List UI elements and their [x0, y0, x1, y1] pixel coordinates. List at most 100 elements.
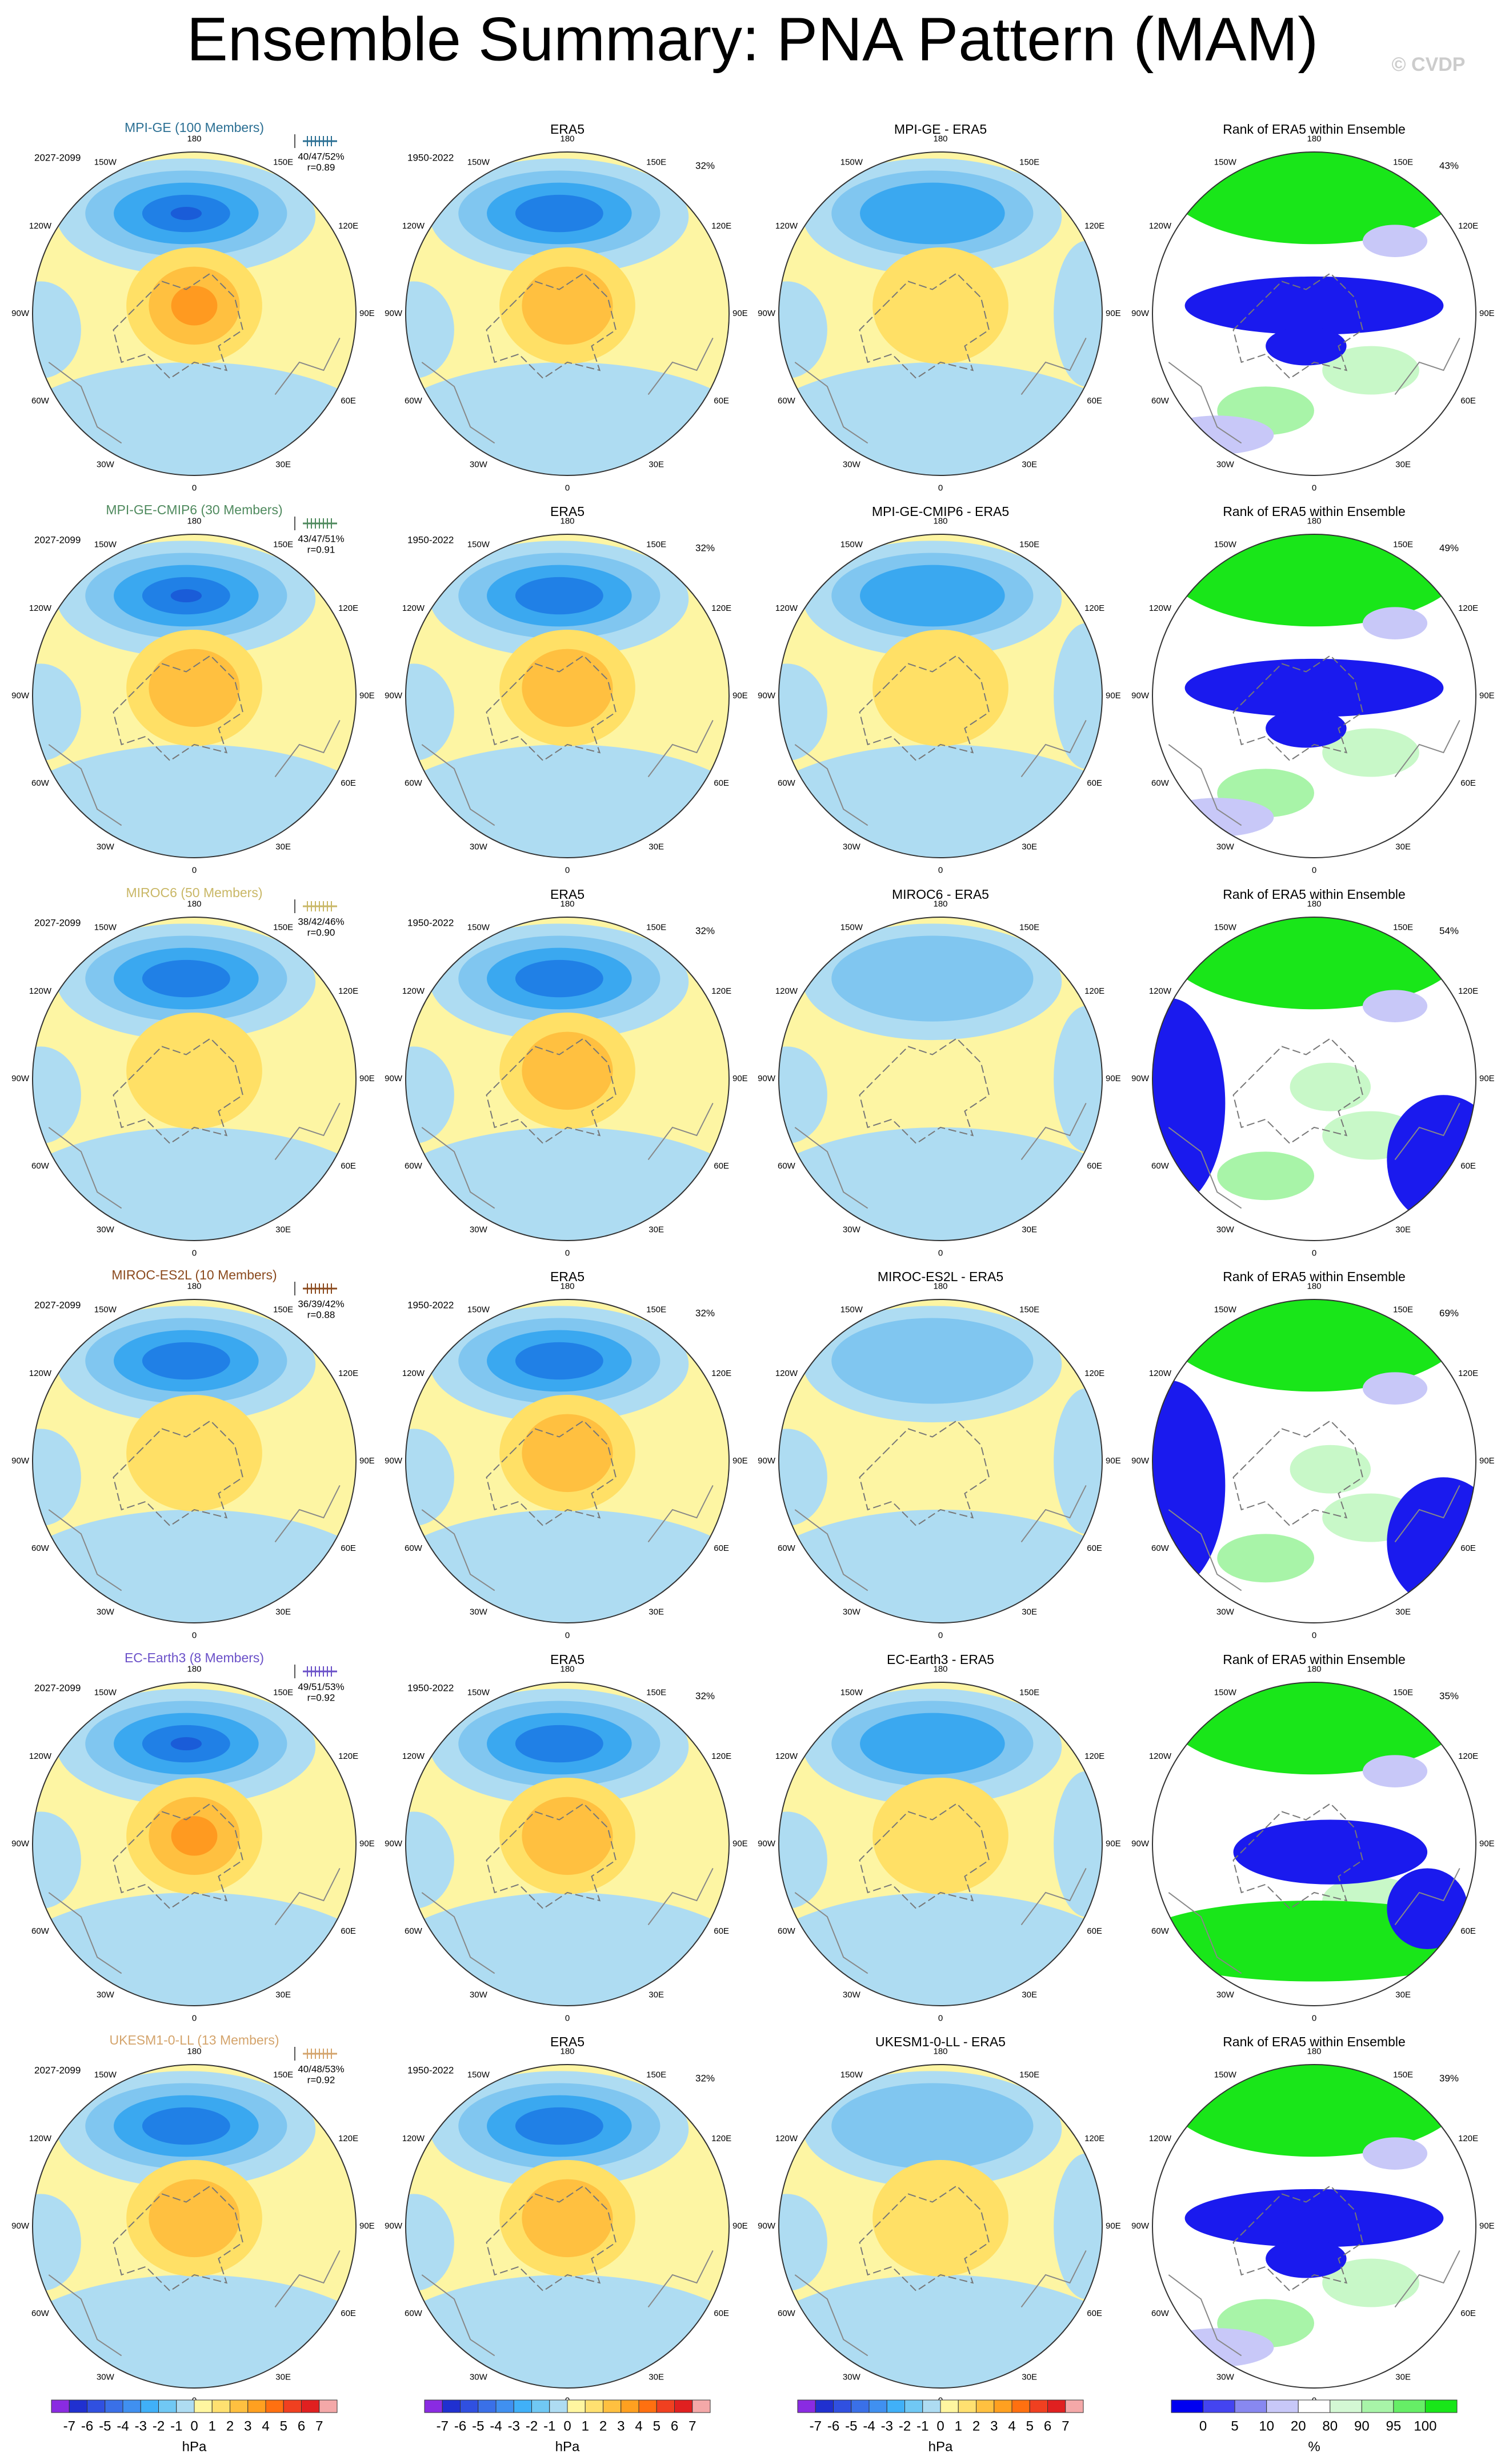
colorbar-tick-label: 7: [689, 2418, 696, 2434]
colorbar-swatch: [815, 2399, 834, 2413]
longitude-label: 90E: [733, 1074, 748, 1083]
colorbar-tick-label: 10: [1259, 2418, 1274, 2434]
coastline: [794, 744, 868, 826]
coastline: [1232, 1419, 1364, 1527]
coastline: [1232, 2185, 1364, 2292]
longitude-label: 30E: [649, 1990, 664, 2000]
percent-label: 32%: [695, 2073, 715, 2083]
contour-region: [33, 281, 81, 379]
coastline: [859, 1037, 990, 1145]
coastline: [113, 2185, 244, 2292]
contour-region: [33, 663, 81, 761]
longitude-label: 150W: [840, 922, 863, 932]
period-label: 2027-2099: [34, 152, 81, 163]
longitude-label: 180: [933, 134, 947, 143]
colorbar-swatch: [603, 2399, 622, 2413]
longitude-label: 0: [1312, 483, 1316, 493]
colorbar-swatch: [976, 2399, 995, 2413]
contour-region: [170, 206, 202, 221]
panel-title: ERA5: [550, 1652, 585, 1667]
longitude-label: 90E: [1106, 1074, 1121, 1083]
colorbar-swatch: [1011, 2399, 1030, 2413]
contour-region: [1322, 346, 1419, 395]
model-title: MIROC-ES2L (10 Members): [111, 1267, 277, 1282]
contour-region: [171, 286, 218, 326]
colorbar-tick-label: 2: [226, 2418, 234, 2434]
coastline: [1394, 720, 1460, 778]
colorbar-tick-label: 3: [244, 2418, 251, 2434]
contour-region: [126, 1012, 262, 1129]
contour-region: [406, 663, 454, 761]
colorbar-tick-label: 0: [1199, 2418, 1207, 2434]
longitude-label: 90E: [1479, 691, 1495, 701]
colorbar-swatch: [283, 2399, 302, 2413]
colorbar-swatch: [230, 2399, 249, 2413]
percent-label: 35%: [1439, 1690, 1459, 1701]
map-panel: [406, 2065, 729, 2388]
colorbar-tick-label: -4: [863, 2418, 875, 2434]
stats-label: 40/48/53%: [298, 2063, 344, 2074]
longitude-label: 0: [192, 1631, 197, 1641]
longitude-label: 30W: [97, 1225, 115, 1235]
correlation-label: r=0.89: [307, 162, 335, 173]
longitude-label: 60W: [778, 396, 796, 406]
map-outline: [1152, 917, 1476, 1241]
colorbar-swatch: [69, 2399, 87, 2413]
contour-region: [1184, 2189, 1444, 2247]
coastline: [1020, 1868, 1087, 1926]
coastline: [1232, 272, 1364, 379]
contour-region: [779, 1509, 1102, 1623]
longitude-label: 60W: [778, 1543, 796, 1553]
percent-label: 32%: [695, 160, 715, 171]
longitude-label: 150E: [1393, 539, 1413, 549]
contour-region: [831, 1318, 1034, 1404]
colorbar-swatch: [301, 2399, 320, 2413]
longitude-label: 90E: [359, 1839, 375, 1849]
longitude-label: 90E: [733, 1839, 748, 1849]
longitude-label: 0: [938, 2014, 943, 2023]
colorbar-tick-label: -2: [526, 2418, 538, 2434]
coastline: [48, 362, 122, 444]
longitude-label: 30W: [843, 1225, 861, 1235]
contour-region: [406, 1509, 729, 1623]
longitude-label: 90E: [1479, 1456, 1495, 1466]
longitude-label: 60W: [778, 1926, 796, 1936]
contour-region: [515, 959, 603, 998]
longitude-label: 90W: [11, 1074, 30, 1083]
colorbar-tick-label: -6: [81, 2418, 93, 2434]
longitude-label: 90W: [1131, 691, 1150, 701]
contour-region: [406, 2274, 729, 2388]
longitude-label: 120W: [775, 986, 798, 996]
contour-region: [406, 1127, 729, 1241]
contour-region: [779, 2194, 827, 2291]
longitude-label: 60E: [714, 2309, 729, 2318]
colorbar-swatch: [1047, 2399, 1066, 2413]
longitude-label: 150E: [273, 1305, 293, 1314]
longitude-label: 120W: [775, 2134, 798, 2143]
longitude-label: 150W: [94, 539, 117, 549]
longitude-label: 60W: [778, 2309, 796, 2318]
period-label: 2027-2099: [34, 1682, 81, 1693]
colorbar-swatch: [87, 2399, 106, 2413]
longitude-label: 90W: [11, 2221, 30, 2231]
stats-label: 38/42/46%: [298, 916, 344, 927]
contour-region: [406, 281, 454, 379]
colorbar-swatch: [194, 2399, 213, 2413]
longitude-label: 180: [1307, 1281, 1321, 1291]
colorbar-swatch: [1361, 2399, 1394, 2413]
colorbar-swatch: [1171, 2399, 1204, 2413]
contour-region: [779, 1429, 827, 1526]
colorbar-swatch: [495, 2399, 514, 2413]
longitude-label: 150W: [94, 922, 117, 932]
contour-region: [779, 1892, 1102, 2006]
contour-region: [1160, 1299, 1468, 1392]
longitude-label: 150W: [840, 2070, 863, 2079]
coastline: [794, 362, 868, 444]
longitude-label: 180: [933, 516, 947, 526]
longitude-label: 150E: [1393, 922, 1413, 932]
colorbar-swatch: [1298, 2399, 1331, 2413]
longitude-label: 30E: [1395, 1225, 1411, 1235]
longitude-label: 150E: [646, 1305, 666, 1314]
coastline: [1020, 338, 1087, 395]
